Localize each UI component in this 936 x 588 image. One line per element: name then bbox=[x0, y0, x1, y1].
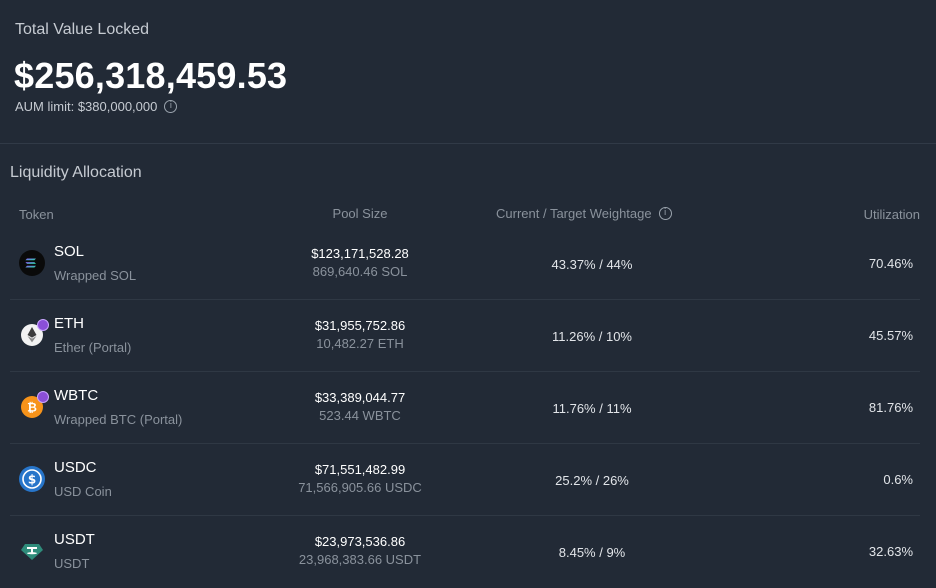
token-name: Wrapped SOL bbox=[54, 268, 137, 283]
token-symbol: USDC bbox=[54, 459, 97, 476]
pool-size-amount: 869,640.46 SOL bbox=[312, 264, 408, 279]
portal-badge-icon bbox=[37, 319, 49, 331]
pool-size-usd: $23,973,536.86 bbox=[314, 534, 406, 549]
usdt-icon bbox=[19, 538, 45, 564]
weightage-value: 25.2% / 26% bbox=[555, 473, 629, 488]
aum-limit: AUM limit: $380,000,000 i bbox=[15, 99, 178, 114]
btc-icon: ₿ bbox=[19, 394, 45, 420]
token-symbol: SOL bbox=[54, 243, 85, 260]
token-name: USD Coin bbox=[54, 484, 112, 499]
tvl-label: Total Value Locked bbox=[15, 21, 150, 38]
table-row[interactable]: ₿ WBTC Wrapped BTC (Portal) $33,389,044.… bbox=[10, 372, 920, 444]
usdc-icon: $ bbox=[19, 466, 45, 492]
weightage-value: 11.26% / 10% bbox=[552, 329, 632, 344]
weightage-value: 43.37% / 44% bbox=[551, 257, 633, 272]
table-row[interactable]: $ USDC USD Coin $71,551,482.99 71,566,90… bbox=[10, 444, 920, 516]
tvl-panel: Total Value Locked $256,318,459.53 AUM l… bbox=[0, 0, 936, 144]
header-pool-size: Pool Size bbox=[332, 206, 388, 221]
tvl-value: $256,318,459.53 bbox=[14, 55, 288, 96]
table-row[interactable]: ETH Ether (Portal) $31,955,752.86 10,482… bbox=[10, 300, 920, 372]
token-symbol: ETH bbox=[54, 315, 84, 332]
token-table: SOL Wrapped SOL $123,171,528.28 869,640.… bbox=[10, 228, 920, 587]
header-weightage: Current / Target Weightage i bbox=[496, 206, 672, 221]
header-utilization: Utilization bbox=[863, 207, 920, 222]
header-weightage-label: Current / Target Weightage bbox=[496, 206, 652, 221]
token-name: USDT bbox=[54, 556, 90, 571]
weightage-value: 8.45% / 9% bbox=[558, 545, 626, 560]
info-icon[interactable]: i bbox=[164, 100, 178, 113]
utilization-value: 70.46% bbox=[868, 256, 913, 271]
utilization-value: 0.6% bbox=[883, 472, 913, 487]
svg-text:$: $ bbox=[28, 473, 36, 487]
pool-size-amount: 23,968,383.66 USDT bbox=[298, 552, 422, 567]
header-token: Token bbox=[19, 207, 54, 222]
utilization-value: 32.63% bbox=[868, 544, 913, 559]
token-name: Wrapped BTC (Portal) bbox=[54, 412, 183, 427]
token-symbol: WBTC bbox=[54, 387, 99, 404]
utilization-value: 45.57% bbox=[868, 328, 913, 343]
svg-text:₿: ₿ bbox=[27, 401, 37, 415]
weightage-value: 11.76% / 11% bbox=[552, 401, 632, 416]
aum-limit-text: AUM limit: $380,000,000 bbox=[15, 99, 158, 114]
section-title: Liquidity Allocation bbox=[10, 164, 142, 181]
pool-size-usd: $123,171,528.28 bbox=[311, 246, 409, 261]
sol-icon bbox=[19, 250, 45, 276]
portal-badge-icon bbox=[37, 391, 49, 403]
table-row[interactable]: USDT USDT $23,973,536.86 23,968,383.66 U… bbox=[10, 516, 920, 587]
table-row[interactable]: SOL Wrapped SOL $123,171,528.28 869,640.… bbox=[10, 228, 920, 300]
pool-size-amount: 523.44 WBTC bbox=[319, 408, 401, 423]
utilization-value: 81.76% bbox=[868, 400, 913, 415]
pool-size-amount: 71,566,905.66 USDC bbox=[298, 480, 422, 495]
eth-icon bbox=[19, 322, 45, 348]
info-icon[interactable]: i bbox=[658, 207, 672, 220]
pool-size-usd: $31,955,752.86 bbox=[314, 318, 406, 333]
pool-size-amount: 10,482.27 ETH bbox=[316, 336, 404, 351]
pool-size-usd: $33,389,044.77 bbox=[314, 390, 406, 405]
pool-size-usd: $71,551,482.99 bbox=[314, 462, 406, 477]
token-symbol: USDT bbox=[54, 531, 95, 548]
token-name: Ether (Portal) bbox=[54, 340, 132, 355]
